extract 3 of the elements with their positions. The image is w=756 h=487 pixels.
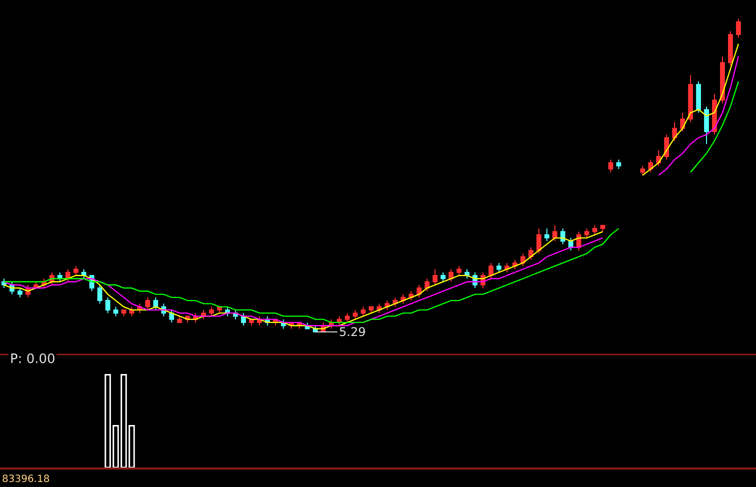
annotation: 5.29: [339, 325, 366, 339]
chart-title: P: 0.00: [10, 352, 56, 367]
text: 83396.18: [2, 474, 50, 485]
